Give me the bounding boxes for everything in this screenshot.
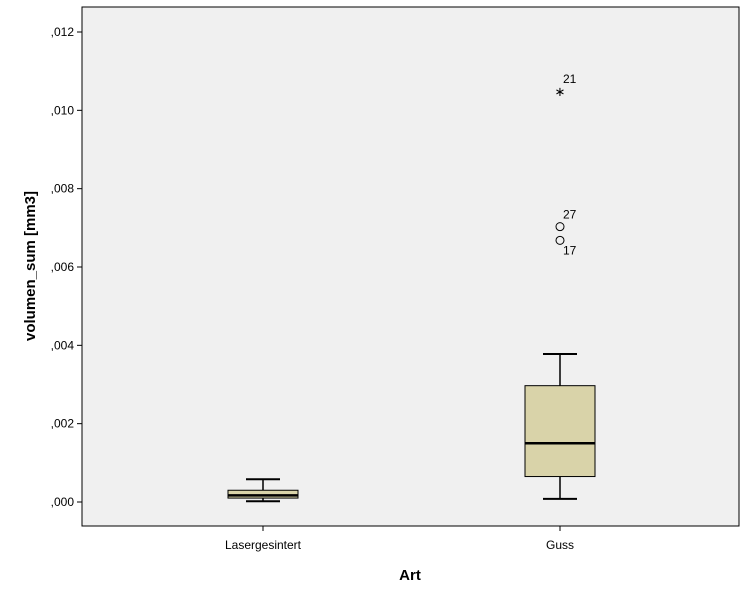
outlier-star-marker: ∗ (555, 85, 566, 100)
box-lasergesintert (227, 478, 299, 503)
outlier-label: 27 (563, 208, 577, 222)
y-tick-label: ,006 (51, 260, 75, 274)
y-tick-label: ,000 (51, 495, 75, 509)
y-tick-label: ,002 (51, 417, 75, 431)
y-axis-title: volumen_sum [mm3] (22, 191, 39, 341)
x-category-label: Lasergesintert (225, 538, 302, 552)
y-tick-label: ,012 (51, 25, 75, 39)
iqr-box (524, 385, 596, 478)
outlier-label: 21 (563, 72, 577, 86)
y-tick-label: ,004 (51, 338, 75, 352)
y-axis: ,000 ,002 ,004 ,006 ,008 ,010 ,012 (51, 25, 82, 509)
boxes-group: ∗21 27 17 (227, 72, 596, 503)
x-axis-title: Art (399, 567, 421, 584)
outlier-label: 17 (563, 243, 577, 257)
outlier-circle-marker (555, 235, 565, 245)
y-tick-label: ,010 (51, 103, 75, 117)
x-axis: Lasergesintert Guss (225, 526, 574, 552)
plot-area (81, 6, 740, 527)
box-guss: ∗21 27 17 (524, 72, 596, 500)
y-tick-label: ,008 (51, 182, 75, 196)
x-category-label: Guss (546, 538, 574, 552)
outlier-circle-marker (555, 222, 565, 232)
